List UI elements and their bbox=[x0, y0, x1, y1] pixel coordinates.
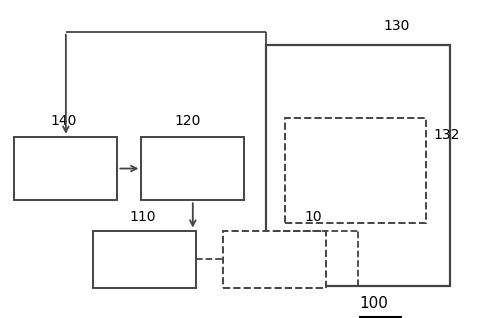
Text: 100: 100 bbox=[359, 296, 388, 311]
Text: 132: 132 bbox=[433, 128, 460, 142]
Bar bbox=[266, 45, 450, 286]
Text: 110: 110 bbox=[129, 210, 156, 224]
Bar bbox=[14, 137, 117, 200]
Bar bbox=[93, 231, 196, 288]
Bar bbox=[141, 137, 244, 200]
Bar bbox=[285, 118, 426, 223]
Text: 120: 120 bbox=[175, 114, 201, 128]
Text: 140: 140 bbox=[50, 114, 77, 128]
Bar bbox=[223, 231, 326, 288]
Text: 10: 10 bbox=[304, 210, 322, 224]
Text: 130: 130 bbox=[383, 19, 410, 33]
